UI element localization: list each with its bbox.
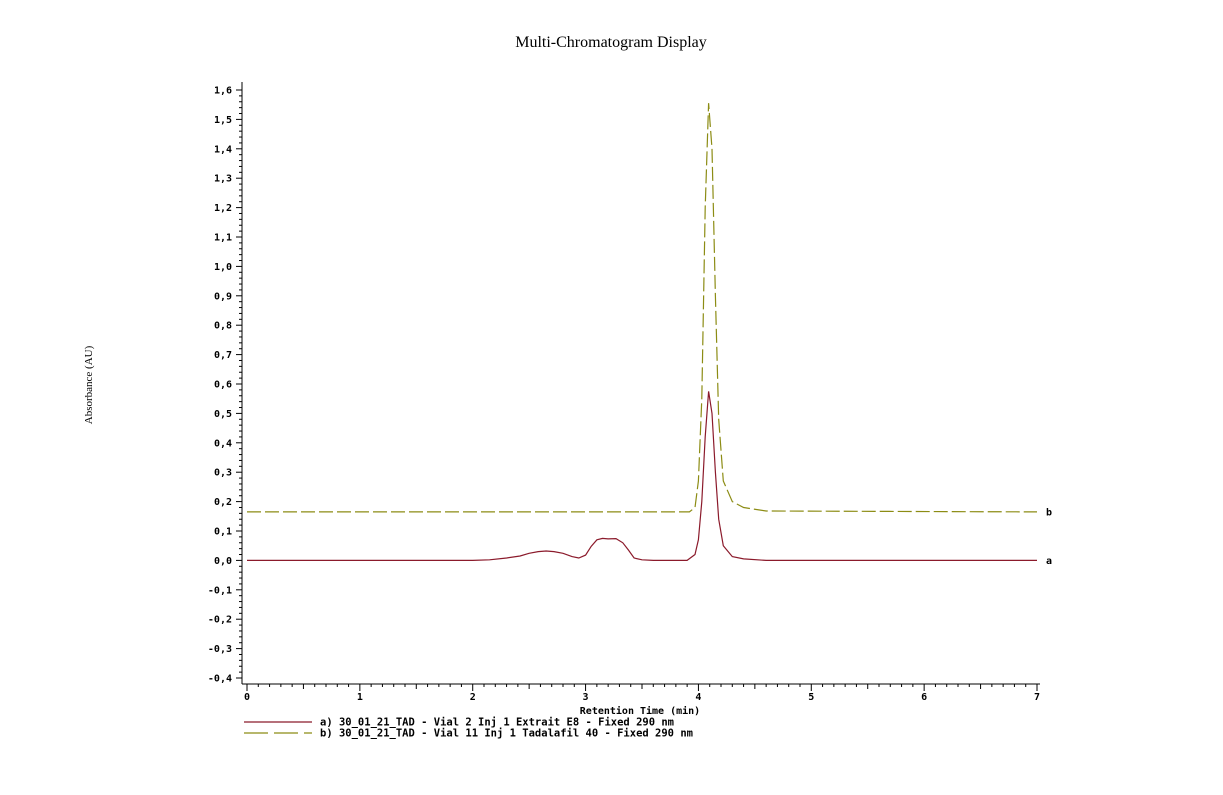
x-axis-label: Retention Time (min) — [580, 705, 700, 717]
y-tick-label: 0,1 — [214, 527, 232, 538]
x-tick-label: 0 — [244, 692, 250, 703]
x-tick-label: 6 — [921, 692, 927, 703]
y-tick-label: 1,5 — [214, 115, 232, 126]
y-tick-label: -0,1 — [208, 585, 232, 596]
legend-entry-b: b) 30_01_21_TAD - Vial 11 Inj 1 Tadalafi… — [320, 728, 693, 740]
x-tick-label: 1 — [357, 692, 363, 703]
x-tick-label: 7 — [1034, 692, 1040, 703]
y-tick-label: 1,2 — [214, 203, 232, 214]
series-layer: ab — [247, 103, 1052, 567]
x-tick-label: 5 — [808, 692, 814, 703]
y-tick-label: 0,8 — [214, 321, 232, 332]
series-line-a — [247, 391, 1037, 561]
chart-title: Multi-Chromatogram Display — [515, 34, 707, 51]
x-tick-label: 3 — [583, 692, 589, 703]
y-tick-label: 1,3 — [214, 174, 232, 185]
y-tick-label: 0,7 — [214, 350, 232, 361]
y-tick-label: 1,6 — [214, 86, 232, 97]
y-axis-label: Absorbance (AU) — [83, 345, 95, 424]
y-tick-label: -0,2 — [208, 615, 232, 626]
y-tick-label: 0,5 — [214, 409, 232, 420]
series-line-b — [247, 103, 1038, 513]
axes: -0,4 -0,3 -0,2 -0,1 0,0 0,1 0,2 0,3 0,4 0,5 0,6 0,7… — [208, 82, 1040, 703]
y-tick-label: 0,3 — [214, 468, 232, 479]
legend: a) 30_01_21_TAD - Vial 2 Inj 1 Extrait E… — [244, 717, 693, 740]
series-end-label-a: a — [1046, 556, 1052, 567]
y-tick-label: 1,0 — [214, 262, 232, 273]
x-tick-label: 2 — [470, 692, 476, 703]
y-tick-label: 0,9 — [214, 291, 232, 302]
series-end-label-b: b — [1046, 507, 1052, 518]
y-tick-label: -0,3 — [208, 644, 232, 655]
y-tick-label: 0,6 — [214, 380, 232, 391]
y-tick-label: 0,4 — [214, 438, 232, 449]
y-tick-label: 0,2 — [214, 497, 232, 508]
y-tick-label: 0,0 — [214, 556, 232, 567]
legend-entry-a: a) 30_01_21_TAD - Vial 2 Inj 1 Extrait E… — [320, 717, 674, 729]
y-tick-label: 1,4 — [214, 144, 232, 155]
y-tick-label: 1,1 — [214, 233, 232, 244]
y-tick-label: -0,4 — [208, 674, 232, 685]
x-tick-label: 4 — [695, 692, 701, 703]
